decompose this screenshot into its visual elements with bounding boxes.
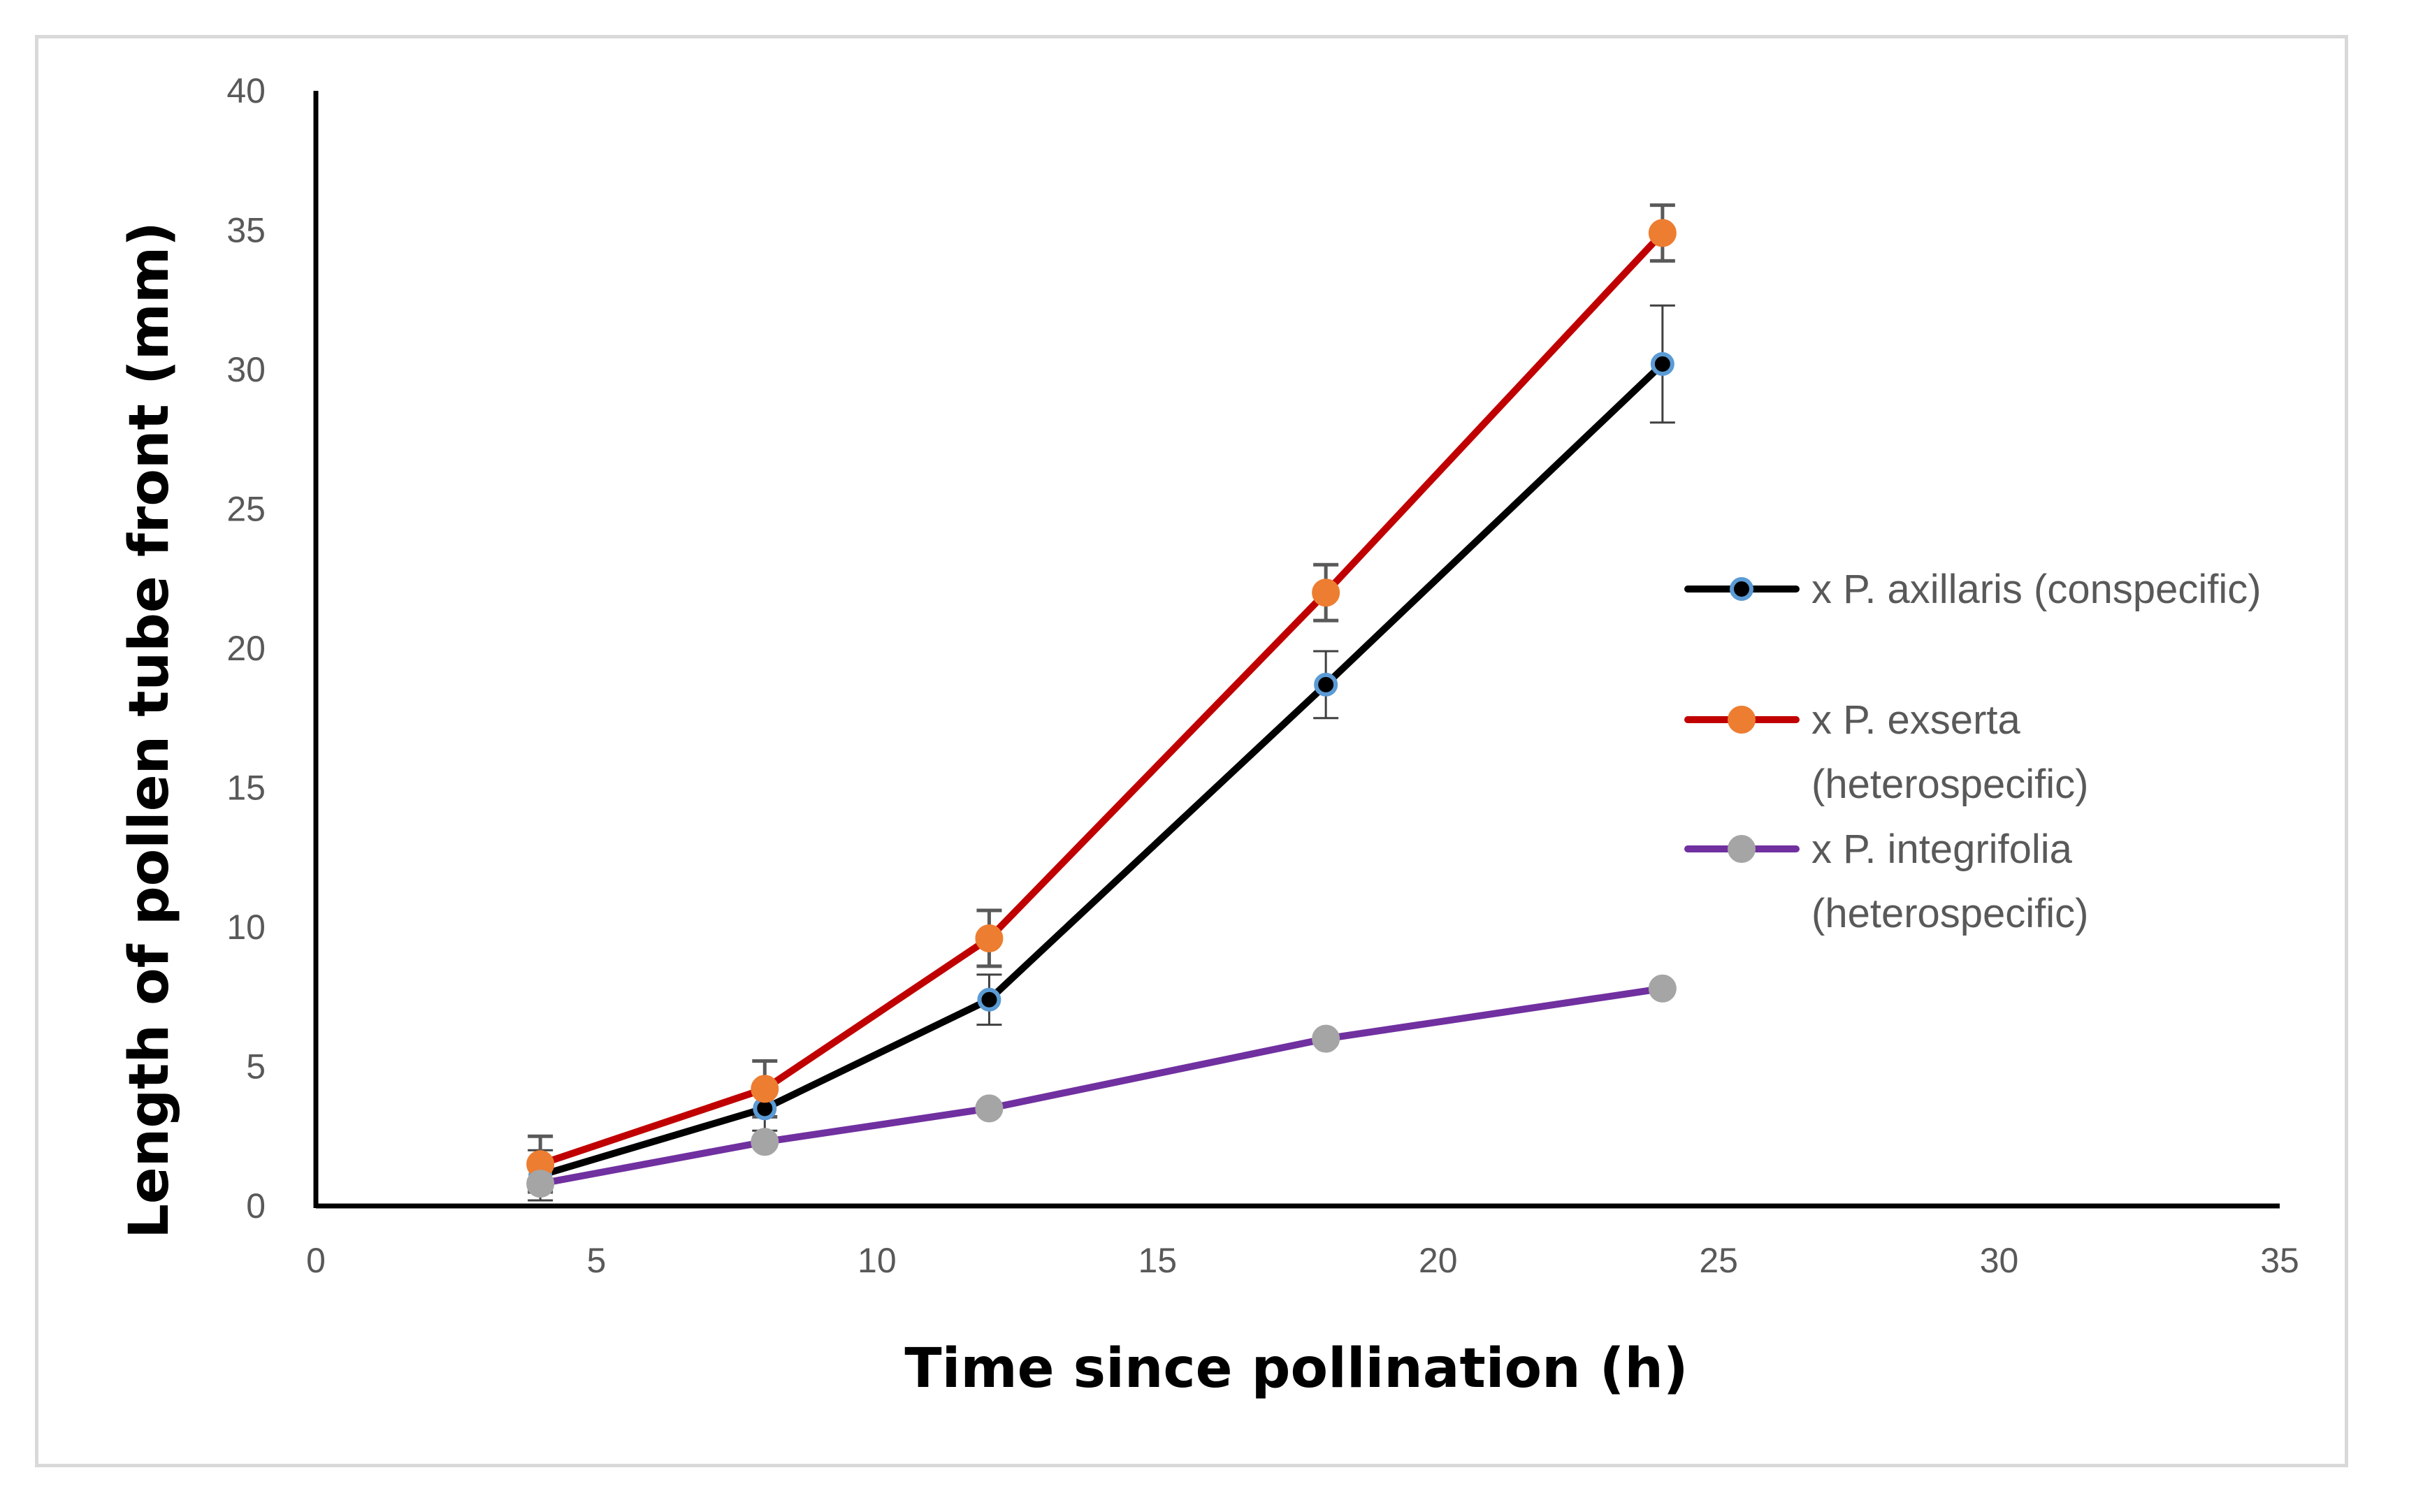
legend: x P. axillaris (conspecific) x P. exserta…	[1684, 567, 2262, 936]
legend-label: x P. axillaris (conspecific)	[1811, 567, 2262, 612]
legend-label-line: x P. axillaris (conspecific)	[1811, 567, 2262, 612]
series-lines	[537, 229, 1666, 1188]
tick-labels: 0 5 10 15 20 25 30 35 0 5 10 15 20 25 30 35 40	[226, 71, 2299, 1280]
y-tick-label: 10	[226, 908, 266, 947]
data-point	[526, 1170, 555, 1198]
legend-label: x P. exserta (heterospecific)	[1811, 697, 2088, 807]
series-line	[537, 229, 1666, 1168]
x-tick-label: 15	[1138, 1241, 1177, 1280]
legend-marker	[1728, 706, 1756, 734]
error-bars	[528, 203, 1675, 1202]
legend-marker	[1728, 835, 1756, 863]
y-tick-label: 35	[226, 211, 266, 250]
y-tick-label: 30	[226, 350, 266, 389]
y-tick-label: 5	[246, 1047, 266, 1086]
y-tick-label: 20	[226, 629, 266, 668]
chart-frame	[35, 35, 2348, 1467]
data-point	[977, 987, 1001, 1012]
y-tick-label: 40	[226, 71, 266, 110]
data-point	[1648, 974, 1677, 1003]
data-point	[1312, 579, 1340, 607]
data-point	[1312, 1024, 1340, 1053]
data-point	[975, 1094, 1004, 1123]
x-axis-title: Time since pollination (h)	[904, 1337, 1688, 1400]
x-tick-label: 10	[858, 1241, 897, 1280]
legend-label: x P. integrifolia (heterospecific)	[1811, 827, 2088, 936]
data-point	[751, 1128, 779, 1156]
y-tick-label: 25	[226, 490, 266, 529]
x-tick-label: 30	[1980, 1241, 2019, 1280]
legend-label-line: x P. integrifolia	[1811, 827, 2073, 872]
legend-label-line: x P. exserta	[1811, 697, 2020, 743]
series-line	[537, 984, 1666, 1188]
x-tick-label: 25	[1699, 1241, 1738, 1280]
x-tick-label: 20	[1419, 1241, 1458, 1280]
x-tick-label: 35	[2260, 1241, 2299, 1280]
data-point	[1648, 219, 1677, 247]
y-axis-title: Length of pollen tube front (mm)	[118, 221, 181, 1239]
series-line	[537, 361, 1666, 1179]
x-tick-label: 5	[587, 1241, 607, 1280]
legend-label-line: (heterospecific)	[1811, 891, 2088, 936]
legend-marker	[1730, 577, 1753, 601]
axes	[313, 91, 2280, 1209]
data-point	[751, 1075, 779, 1103]
data-point	[1650, 352, 1674, 377]
data-point	[975, 924, 1004, 952]
legend-label-line: (heterospecific)	[1811, 762, 2088, 807]
y-tick-label: 0	[246, 1186, 266, 1226]
data-point	[1314, 672, 1338, 697]
data-markers	[526, 219, 1677, 1198]
x-tick-label: 0	[306, 1241, 326, 1280]
y-tick-label: 15	[226, 769, 266, 808]
